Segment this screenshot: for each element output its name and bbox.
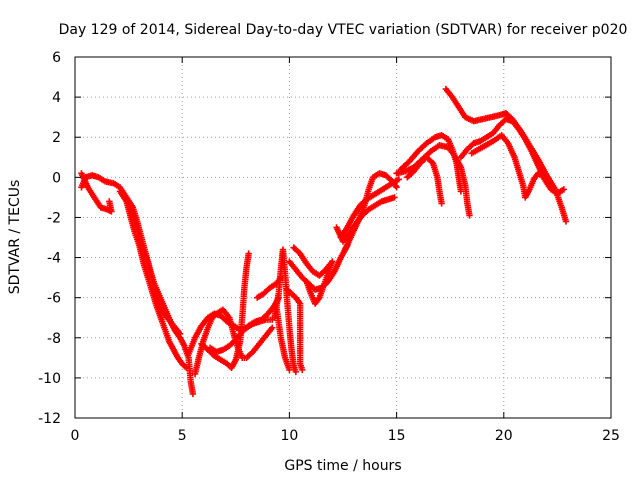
plot-frame [74,56,612,419]
data-point [466,212,473,219]
y-tick-label: -8 [47,331,61,347]
y-tick-label: -2 [47,210,61,226]
data-point [106,198,113,205]
y-axis-label: SDTVAR / TECUs [7,180,23,295]
data-point [183,364,190,372]
data-layer [78,85,570,398]
data-point [428,158,435,166]
x-axis-label: GPS time / hours [284,458,401,474]
data-point [547,184,555,191]
data-point [329,258,336,265]
data-point [286,366,293,374]
y-tick-label: 4 [52,90,61,106]
y-tick-label: -4 [47,251,61,267]
series-trace-11 [273,304,293,374]
data-point [562,218,570,225]
series-trace-20 [397,132,465,195]
y-tick-label: 6 [52,50,61,66]
x-tick-label: 5 [178,428,187,444]
y-tick-label: 0 [52,170,61,186]
data-point [269,324,276,331]
tick-layer: 0 5 10 15 20 25 -12 -10 -8 -6 -4 -2 0 2 4 6 [38,50,620,444]
data-point [393,184,400,191]
x-tick-label: 15 [388,428,406,444]
x-tick-label: 10 [280,428,298,444]
y-tick-label: -12 [38,411,61,427]
data-point [395,176,402,183]
data-point [189,390,197,398]
series-trace-24 [468,132,555,201]
data-point [292,368,300,376]
series-trace-15 [303,258,336,307]
x-tick-label: 20 [495,428,513,444]
series-trace-18 [341,170,400,253]
data-point [245,250,252,257]
series-trace-12 [284,286,306,374]
x-tick-label: 25 [602,428,620,444]
series-trace-10 [271,246,300,376]
data-point [560,186,568,193]
series-trace-4 [127,204,184,337]
chart-title: Day 129 of 2014, Sidereal Day-to-day VTE… [59,22,628,38]
data-point [391,194,398,201]
y-tick-label: -6 [47,291,61,307]
data-point [176,330,184,337]
x-tick-label: 0 [71,428,80,444]
series-trace-21 [404,154,445,207]
y-tick-label: -10 [38,371,61,387]
data-point [438,200,445,207]
data-point [299,366,306,374]
data-point [457,188,465,195]
y-tick-label: 2 [52,130,61,146]
